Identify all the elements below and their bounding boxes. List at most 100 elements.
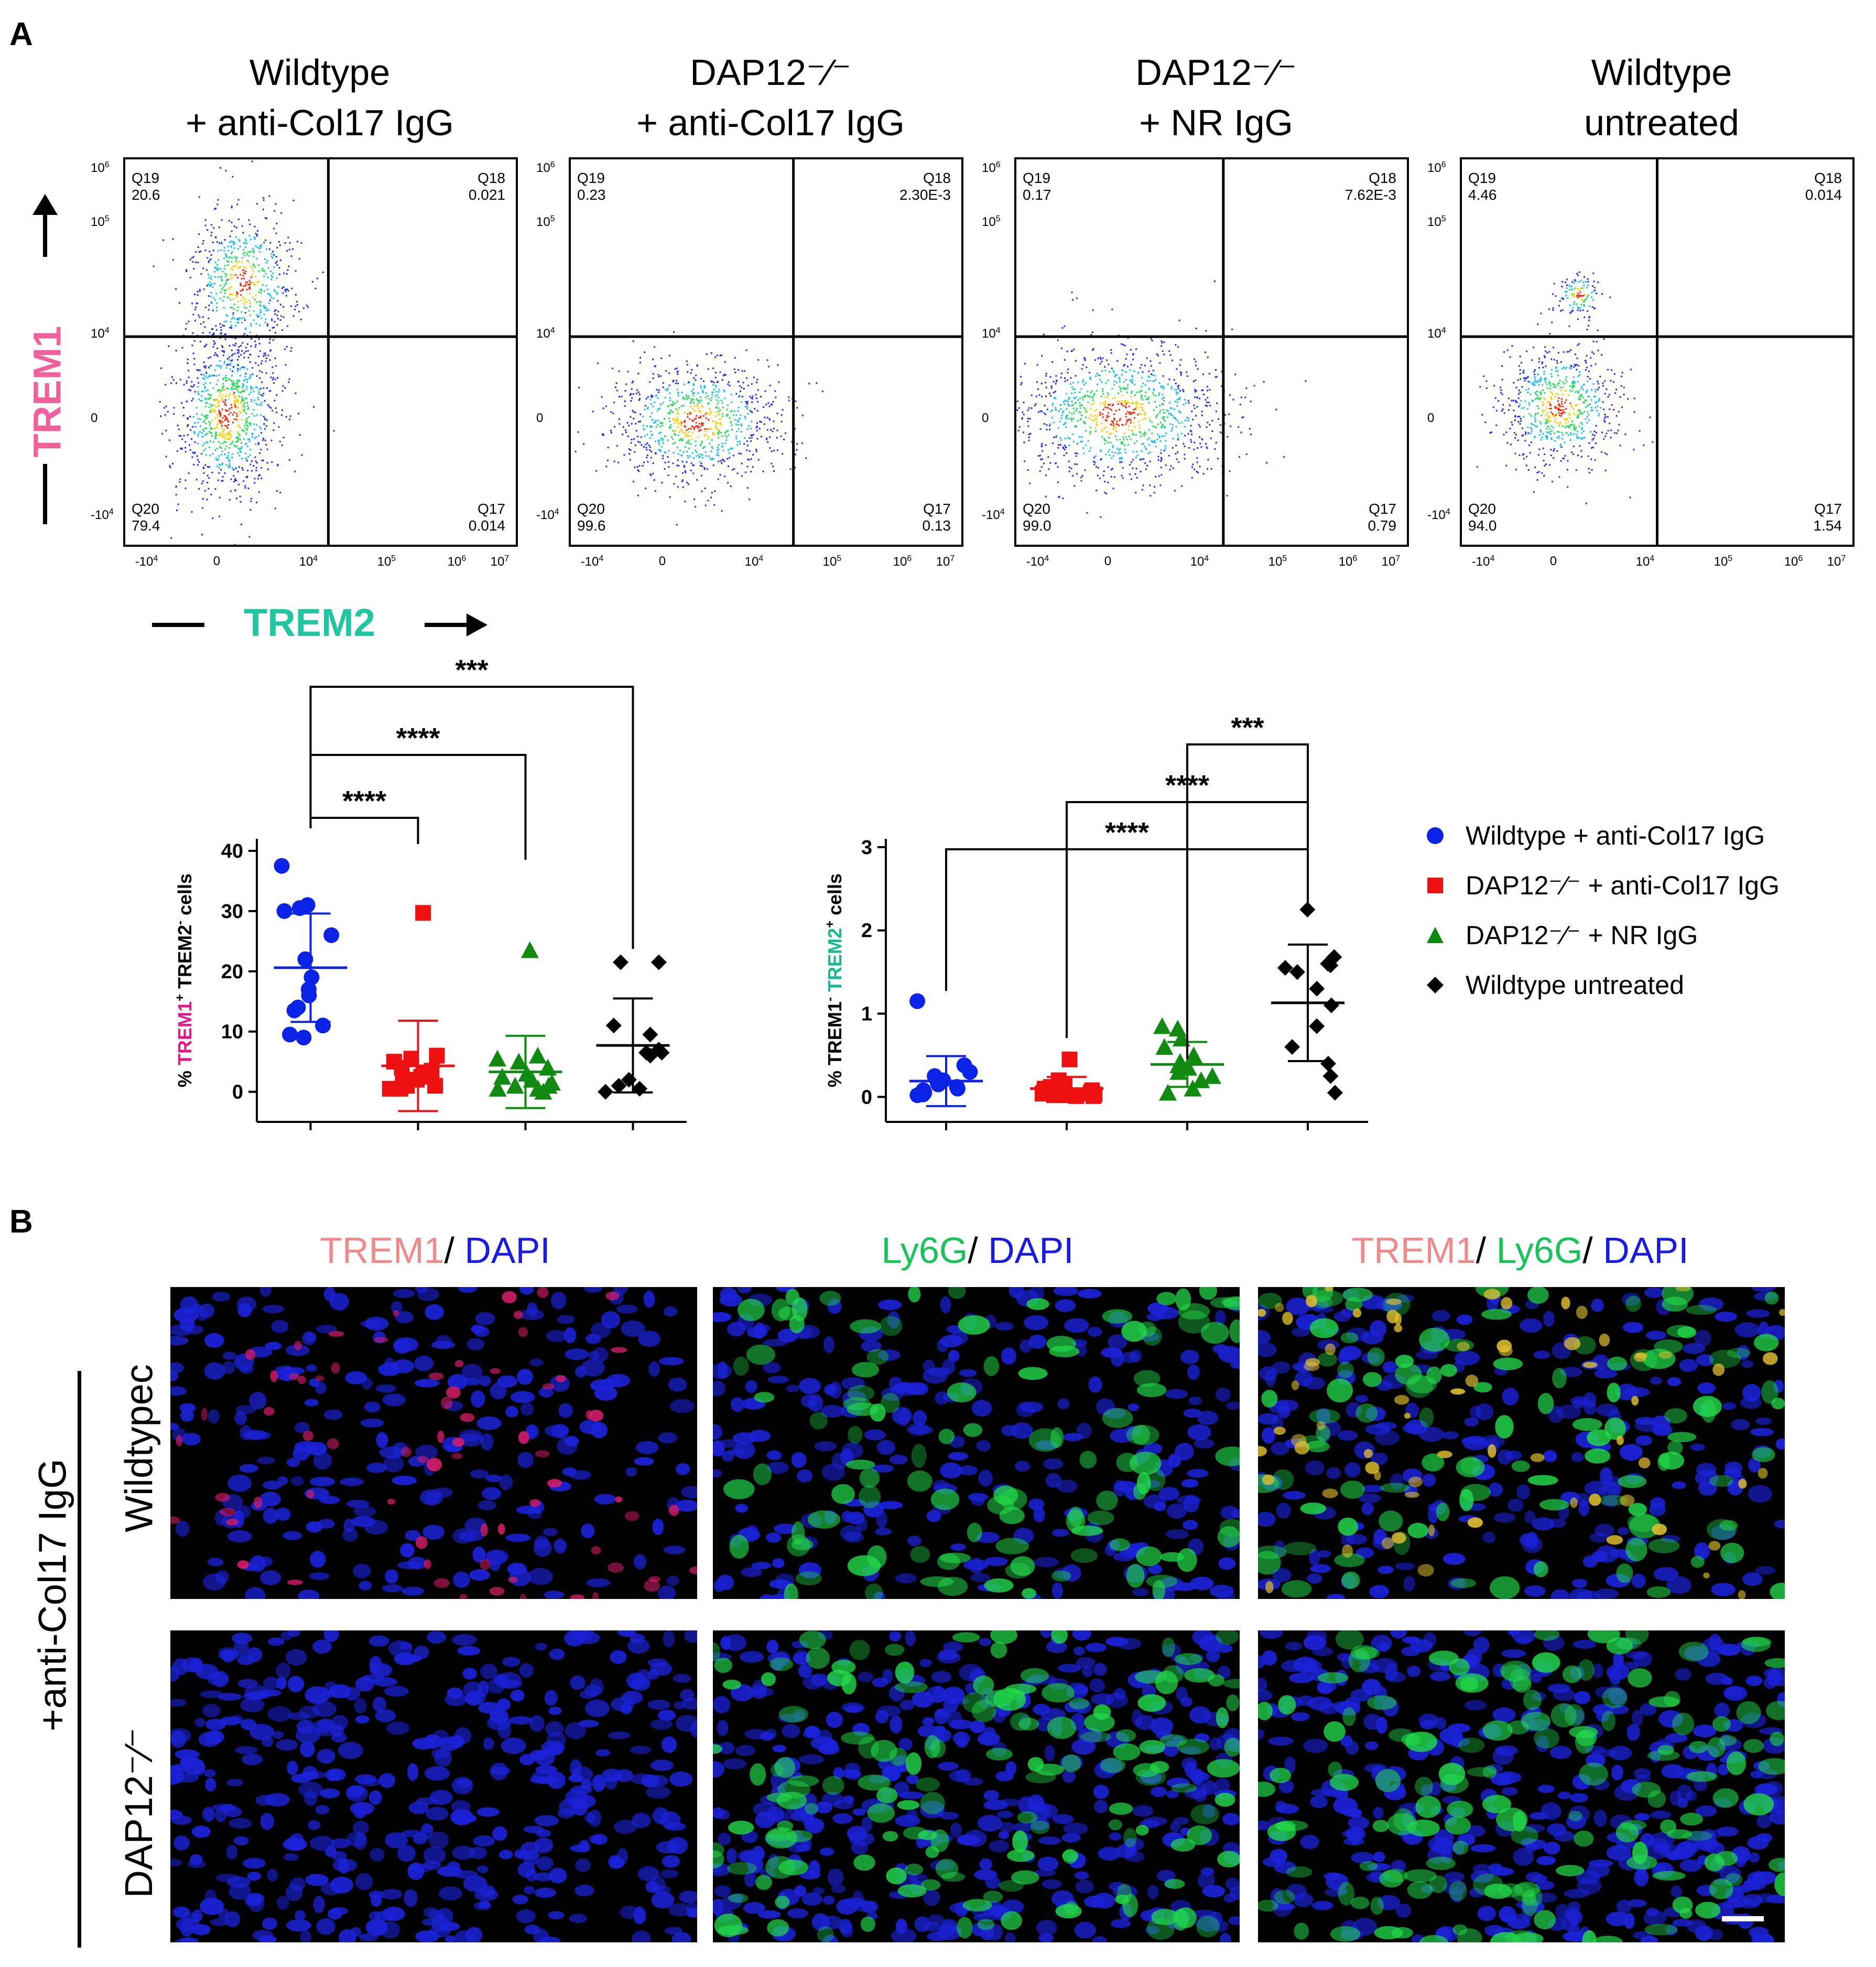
facs-density-3 bbox=[1016, 159, 1407, 545]
data-point bbox=[1185, 1046, 1203, 1063]
data-point bbox=[1203, 1067, 1221, 1084]
data-point bbox=[909, 1087, 926, 1104]
facs-title-4: Wildtype untreated bbox=[1462, 47, 1861, 148]
panel-a-letter: A bbox=[9, 16, 33, 52]
facs-x-tick-exp: 5 bbox=[837, 554, 842, 563]
facs-q17-value: 1.54 bbox=[1813, 517, 1842, 534]
facs-x-tick-exp: 6 bbox=[907, 554, 912, 563]
micro-title-1-dapi: DAPI bbox=[464, 1230, 550, 1271]
facs-x-tick-exp: 6 bbox=[1798, 554, 1803, 563]
facs-plot-2: Q19 0.23 Q18 2.30E-3 Q20 99.6 Q17 0.13 bbox=[569, 157, 963, 547]
micro-title-3: TREM1/ Ly6G/ DAPI bbox=[1258, 1229, 1782, 1271]
micrograph-cells bbox=[713, 1287, 1240, 1599]
data-point bbox=[274, 858, 290, 874]
facs-x-tick-exp: 4 bbox=[758, 554, 764, 563]
facs-x-tick: 0 bbox=[213, 554, 221, 568]
chart-y-label-part: TREM2 bbox=[174, 925, 196, 994]
facs-x-tick-exp: 7 bbox=[1841, 554, 1846, 563]
data-point bbox=[528, 1046, 547, 1064]
facs-q19-value: 0.23 bbox=[577, 187, 606, 203]
facs-title-3-line2: + NR IgG bbox=[1139, 102, 1293, 143]
facs-y-tick-exp: 6 bbox=[995, 160, 1001, 170]
facs-x-tick: 107 bbox=[490, 554, 509, 569]
significance-stars: **** bbox=[396, 722, 440, 754]
square-marker-icon bbox=[1427, 878, 1443, 893]
data-point bbox=[1169, 1063, 1188, 1080]
data-point bbox=[1184, 1079, 1202, 1097]
facs-y-tick: 106 bbox=[91, 160, 110, 176]
facs-x-tick-exp: 7 bbox=[1395, 554, 1401, 563]
y-arrow-shaft bbox=[43, 210, 47, 257]
data-point bbox=[1322, 957, 1339, 974]
facs-x-tick: 105 bbox=[377, 554, 396, 569]
data-point bbox=[1284, 1039, 1300, 1055]
data-point bbox=[276, 903, 292, 919]
micrograph-cells bbox=[1258, 1287, 1785, 1599]
data-point bbox=[949, 1080, 966, 1097]
facs-y-tick-exp: 5 bbox=[995, 214, 1001, 223]
micrograph-cells bbox=[1258, 1630, 1785, 1942]
micrograph-r1-c2 bbox=[713, 1287, 1240, 1599]
data-point bbox=[1155, 1038, 1174, 1055]
facs-x-tick: 105 bbox=[822, 554, 842, 569]
micrograph-cells bbox=[170, 1287, 697, 1599]
facs-title-3: DAP12⁻⁄⁻ + NR IgG bbox=[1017, 47, 1415, 148]
facs-x-tick: 107 bbox=[1381, 554, 1401, 569]
data-point bbox=[281, 1026, 298, 1043]
facs-density-4 bbox=[1462, 159, 1852, 545]
facs-x-tick: 107 bbox=[936, 554, 955, 569]
facs-q17-name: Q17 bbox=[1369, 501, 1396, 517]
facs-x-tick: 106 bbox=[1338, 554, 1358, 569]
micro-title-2-ly6g: Ly6G bbox=[881, 1230, 968, 1271]
data-point bbox=[301, 987, 317, 1003]
micro-title-2-sep: / bbox=[968, 1230, 989, 1271]
data-point bbox=[506, 1077, 524, 1094]
data-point bbox=[1322, 1068, 1339, 1084]
facs-y-tick: 106 bbox=[982, 160, 1001, 176]
micro-title-1: TREM1/ DAPI bbox=[173, 1229, 697, 1271]
facs-title-1-line2: + anti-Col17 IgG bbox=[186, 102, 454, 143]
chart-y-label-part: + bbox=[173, 994, 187, 1001]
significance-stars: **** bbox=[342, 785, 386, 817]
facs-y-tick-exp: 5 bbox=[104, 214, 110, 223]
facs-title-4-line1: Wildtype bbox=[1591, 52, 1732, 93]
facs-x-tick: 104 bbox=[1190, 554, 1209, 569]
data-point bbox=[1309, 1018, 1325, 1034]
facs-q19-label: Q19 20.6 bbox=[132, 170, 160, 203]
chart-y-label-part: % bbox=[174, 1065, 196, 1087]
facs-y-tick: 104 bbox=[1427, 326, 1446, 341]
facs-y-tick: -104 bbox=[91, 507, 114, 522]
facs-x-label: TREM2 bbox=[244, 601, 375, 644]
facs-q18-label: Q18 7.62E-3 bbox=[1345, 170, 1396, 203]
legend-item: Wildtype untreated bbox=[1426, 970, 1684, 1000]
data-point bbox=[598, 1084, 614, 1100]
facs-q20-label: Q20 99.6 bbox=[577, 501, 606, 534]
facs-q18-value: 2.30E-3 bbox=[899, 187, 951, 203]
x-axis-bar bbox=[152, 623, 204, 627]
data-point bbox=[315, 1018, 331, 1034]
facs-plot-4: Q19 4.46 Q18 0.014 Q20 94.0 Q17 1.54 bbox=[1460, 157, 1855, 547]
data-point bbox=[930, 1076, 947, 1093]
facs-q19-name: Q19 bbox=[132, 170, 159, 186]
facs-q19-label: Q19 0.17 bbox=[1023, 170, 1051, 203]
facs-x-tick-exp: 4 bbox=[599, 554, 604, 563]
facs-q19-name: Q19 bbox=[577, 170, 605, 186]
facs-y-tick: 104 bbox=[536, 326, 555, 341]
facs-q19-value: 4.46 bbox=[1468, 187, 1497, 203]
data-point bbox=[392, 1080, 408, 1097]
facs-q18-name: Q18 bbox=[478, 170, 505, 186]
row-group-divider bbox=[78, 1371, 81, 1948]
facs-x-tick-exp: 6 bbox=[1352, 554, 1358, 563]
facs-x-tick: 106 bbox=[1784, 554, 1803, 569]
data-point bbox=[394, 1060, 410, 1076]
significance-bracket bbox=[945, 848, 1309, 991]
data-point bbox=[642, 1047, 658, 1064]
chart-y-tick-label: 1 bbox=[861, 1003, 872, 1025]
data-point bbox=[1320, 1055, 1336, 1072]
data-point bbox=[1086, 1088, 1102, 1104]
facs-x-tick-exp: 4 bbox=[153, 554, 158, 563]
facs-q17-label: Q17 0.79 bbox=[1368, 501, 1397, 534]
facs-q20-label: Q20 94.0 bbox=[1468, 501, 1497, 534]
triangle-marker-icon bbox=[1427, 927, 1444, 943]
